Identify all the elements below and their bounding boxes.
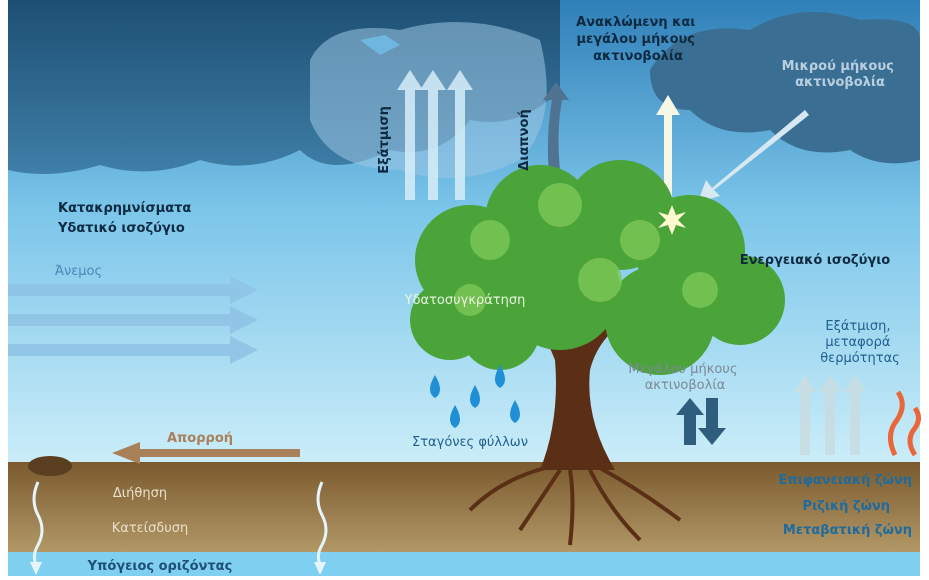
label: Εξάτμιση, μεταφορά θερμότητας <box>820 319 900 366</box>
label: Ριζική ζώνη <box>803 499 890 514</box>
label: Ανακλώμενη και μεγάλου μήκους ακτινοβολί… <box>576 15 700 64</box>
label-line: μεγάλου μήκους <box>576 32 695 47</box>
label: Σταγόνες φύλλων <box>412 435 528 450</box>
label-line: μεταφορά <box>825 335 890 350</box>
label-line: θερμότητας <box>820 351 900 366</box>
label: Ενεργειακό ισοζύγιο <box>740 253 891 268</box>
label: Μεταβατική ζώνη <box>783 523 912 538</box>
label: Επιφανειακή ζώνη <box>778 473 912 488</box>
label-line: Μεγάλου μήκους <box>628 362 737 377</box>
label: Υδατοσυγκράτηση <box>404 293 526 308</box>
label: Εξάτμιση <box>377 106 392 174</box>
label-line: Υδατικό ισοζύγιο <box>57 221 185 236</box>
label-line: Κατακρημνίσματα <box>58 201 191 216</box>
label: Διαπνοή <box>517 109 532 170</box>
label: Απορροή <box>167 431 233 446</box>
label-line: Μικρού μήκους <box>782 59 894 74</box>
label-line: ακτινοβολία <box>645 378 726 393</box>
label: Άνεμος <box>55 264 102 279</box>
label: Μεγάλου μήκους ακτινοβολία <box>628 362 741 393</box>
label: Μικρού μήκους ακτινοβολία <box>782 59 899 90</box>
label: Κατείσδυση <box>112 521 189 536</box>
label-line: Ανακλώμενη και <box>576 15 695 30</box>
label-line: ακτινοβολία <box>795 75 885 90</box>
diagram: Ανακλώμενη και μεγάλου μήκους ακτινοβολί… <box>0 0 929 580</box>
label: Υπόγειος οριζόντας <box>87 559 233 574</box>
label: Διήθηση <box>113 486 167 501</box>
label-line: Εξάτμιση, <box>825 319 890 334</box>
label-line: ακτινοβολία <box>593 49 683 64</box>
